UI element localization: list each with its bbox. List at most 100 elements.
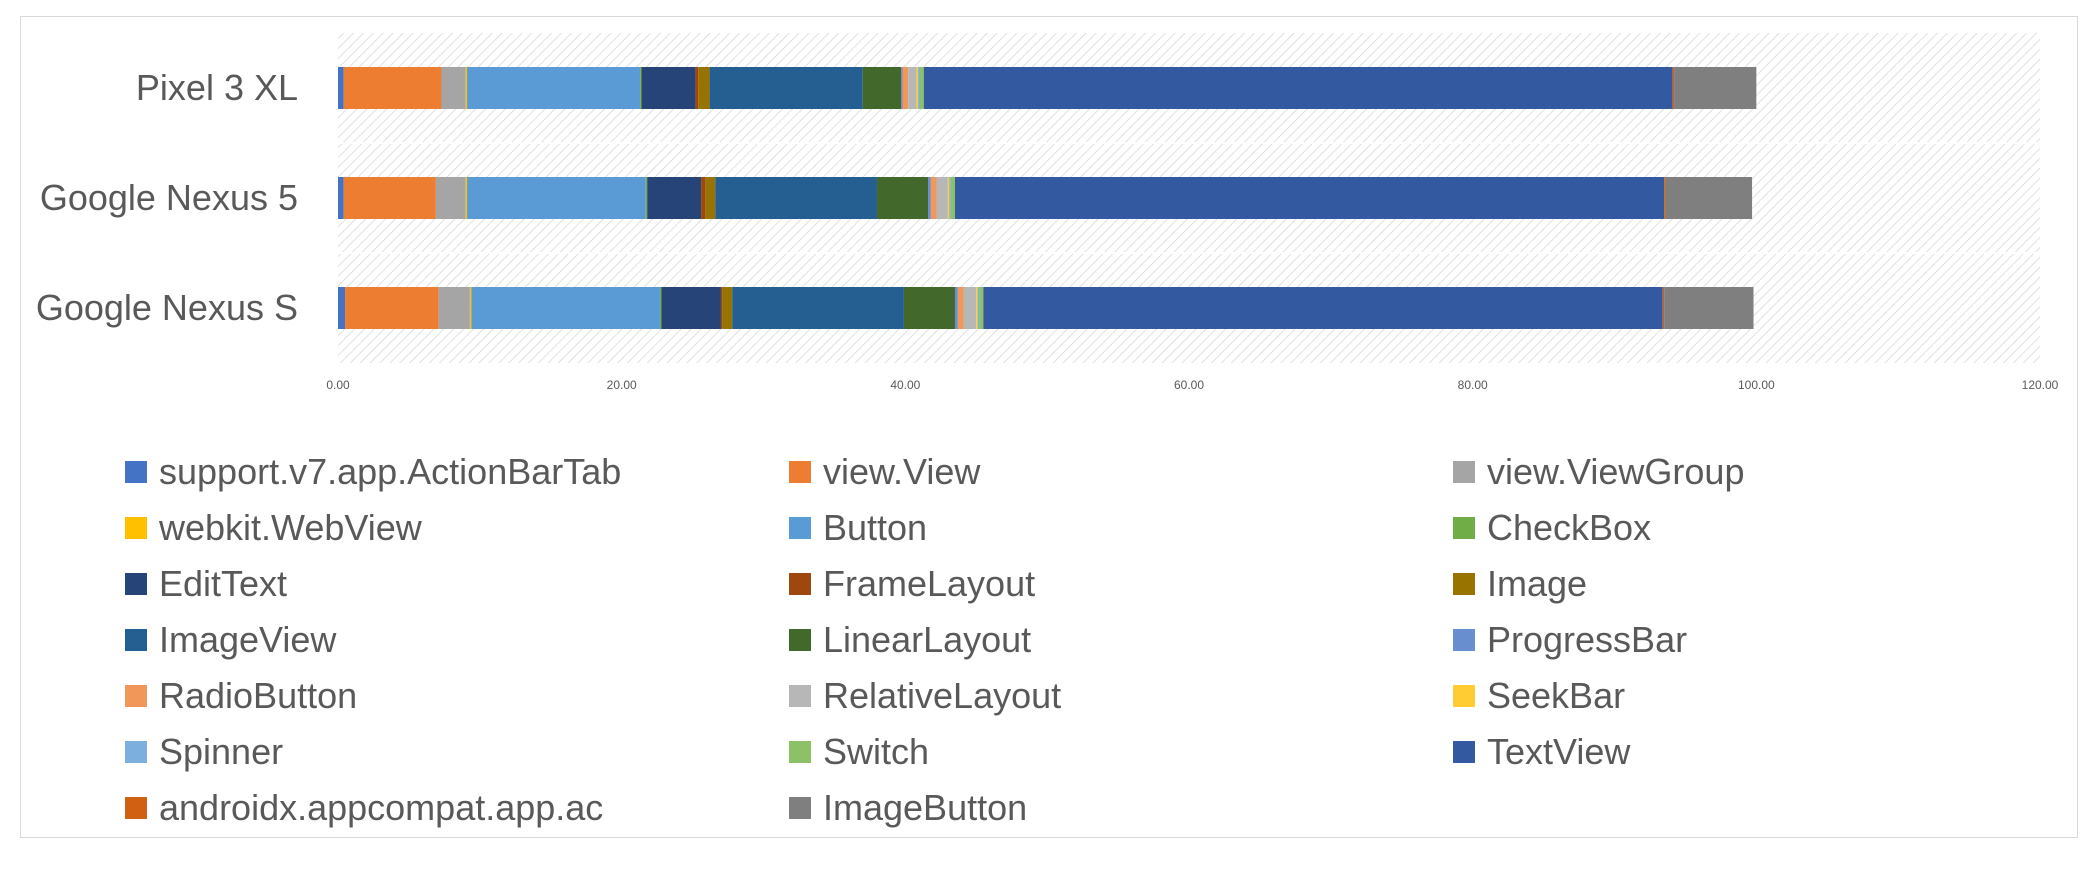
bars — [338, 67, 1757, 329]
bar-segment — [903, 287, 955, 329]
legend-label: androidx.appcompat.app.ac — [159, 787, 604, 828]
legend-label: FrameLayout — [823, 563, 1036, 604]
category-labels: Pixel 3 XL Google Nexus 5 Google Nexus S — [36, 67, 298, 328]
legend-item: Image — [1453, 556, 2025, 612]
bar-segment — [957, 287, 964, 329]
legend-label: webkit.WebView — [159, 507, 422, 548]
bar-segment — [930, 177, 937, 219]
legend-item: Switch — [789, 724, 1453, 780]
legend-swatch — [789, 629, 811, 651]
legend-item: FrameLayout — [789, 556, 1453, 612]
bar-segment — [908, 67, 917, 109]
bar-segment — [901, 67, 903, 109]
legend-label: RelativeLayout — [823, 675, 1062, 716]
bar-segment — [923, 67, 1673, 109]
bar-segment — [338, 177, 344, 219]
legend-label: view.View — [823, 451, 981, 492]
legend-swatch — [1453, 741, 1475, 763]
x-axis-tick-labels: 0.00 20.00 40.00 60.00 80.00 100.00 120.00 — [326, 378, 2058, 392]
legend-swatch — [1453, 629, 1475, 651]
legend-item: Spinner — [125, 724, 789, 780]
legend-item: view.View — [789, 444, 1453, 500]
legend-item: ProgressBar — [1453, 612, 2025, 668]
bar-segment — [438, 287, 470, 329]
bar-segment — [698, 67, 710, 109]
category-label: Google Nexus 5 — [40, 177, 298, 218]
x-tick-label: 120.00 — [2022, 378, 2059, 392]
bar-segment — [918, 67, 920, 109]
bar-segment — [977, 287, 980, 329]
bar-segment — [876, 177, 929, 219]
x-tick-label: 60.00 — [1174, 378, 1204, 392]
bar-segment — [928, 177, 931, 219]
legend-item: androidx.appcompat.app.ac — [125, 780, 789, 836]
legend-swatch — [1453, 573, 1475, 595]
bar-segment — [902, 67, 909, 109]
bar-segment — [715, 177, 877, 219]
x-tick-label: 100.00 — [1738, 378, 1775, 392]
bar-segment — [467, 177, 646, 219]
bar-segment — [979, 287, 984, 329]
legend-swatch — [125, 797, 147, 819]
bar-row — [338, 177, 1753, 219]
legend-item: ImageView — [125, 612, 789, 668]
bar-segment — [435, 177, 466, 219]
legend-item: ImageButton — [789, 780, 1453, 836]
bar-segment — [345, 287, 439, 329]
legend-label: ImageView — [159, 619, 337, 660]
bar-segment — [465, 177, 468, 219]
legend-swatch — [789, 797, 811, 819]
bar-segment — [471, 287, 660, 329]
legend-label: view.ViewGroup — [1487, 451, 1745, 492]
legend-swatch — [1453, 517, 1475, 539]
legend-label: ProgressBar — [1487, 619, 1688, 660]
bar-segment — [862, 67, 902, 109]
category-label: Google Nexus S — [36, 287, 298, 328]
legend-label: Switch — [823, 731, 930, 772]
bar-segment — [647, 177, 702, 219]
legend-label: RadioButton — [159, 675, 358, 716]
legend-item: CheckBox — [1453, 500, 2025, 556]
bar-segment — [1662, 287, 1665, 329]
bar-segment — [732, 287, 904, 329]
bar-segment — [467, 67, 641, 109]
bar-segment — [465, 67, 468, 109]
bar-segment — [1664, 287, 1754, 329]
x-tick-label: 80.00 — [1458, 378, 1488, 392]
x-tick-label: 40.00 — [890, 378, 920, 392]
bar-segment — [919, 67, 924, 109]
legend-item: EditText — [125, 556, 789, 612]
bar-segment — [645, 177, 648, 219]
bar-segment — [954, 177, 1665, 219]
bar-segment — [338, 67, 344, 109]
legend-swatch — [125, 685, 147, 707]
legend-swatch — [1453, 685, 1475, 707]
legend-label: TextView — [1487, 731, 1631, 772]
bar-segment — [640, 67, 642, 109]
bar-segment — [983, 287, 1663, 329]
legend: support.v7.app.ActionBarTab view.View view… — [125, 444, 2025, 836]
legend-item: RadioButton — [125, 668, 789, 724]
bar-segment — [701, 177, 706, 219]
bar-segment — [976, 287, 978, 329]
legend-item: TextView — [1453, 724, 2025, 780]
legend-item: SeekBar — [1453, 668, 2025, 724]
bar-segment — [641, 67, 696, 109]
legend-label: LinearLayout — [823, 619, 1032, 660]
legend-swatch — [1453, 461, 1475, 483]
legend-label: SeekBar — [1487, 675, 1626, 716]
legend-label: Button — [823, 507, 928, 548]
legend-item: webkit.WebView — [125, 500, 789, 556]
legend-item: RelativeLayout — [789, 668, 1453, 724]
legend-swatch — [125, 461, 147, 483]
legend-item: view.ViewGroup — [1453, 444, 2025, 500]
bar-segment — [720, 287, 723, 329]
bar-row — [338, 287, 1754, 329]
chart-frame — [20, 16, 2078, 838]
legend-label: support.v7.app.ActionBarTab — [159, 451, 622, 492]
bar-segment — [963, 287, 977, 329]
legend-swatch — [789, 573, 811, 595]
legend-swatch — [789, 741, 811, 763]
legend-item: LinearLayout — [789, 612, 1453, 668]
